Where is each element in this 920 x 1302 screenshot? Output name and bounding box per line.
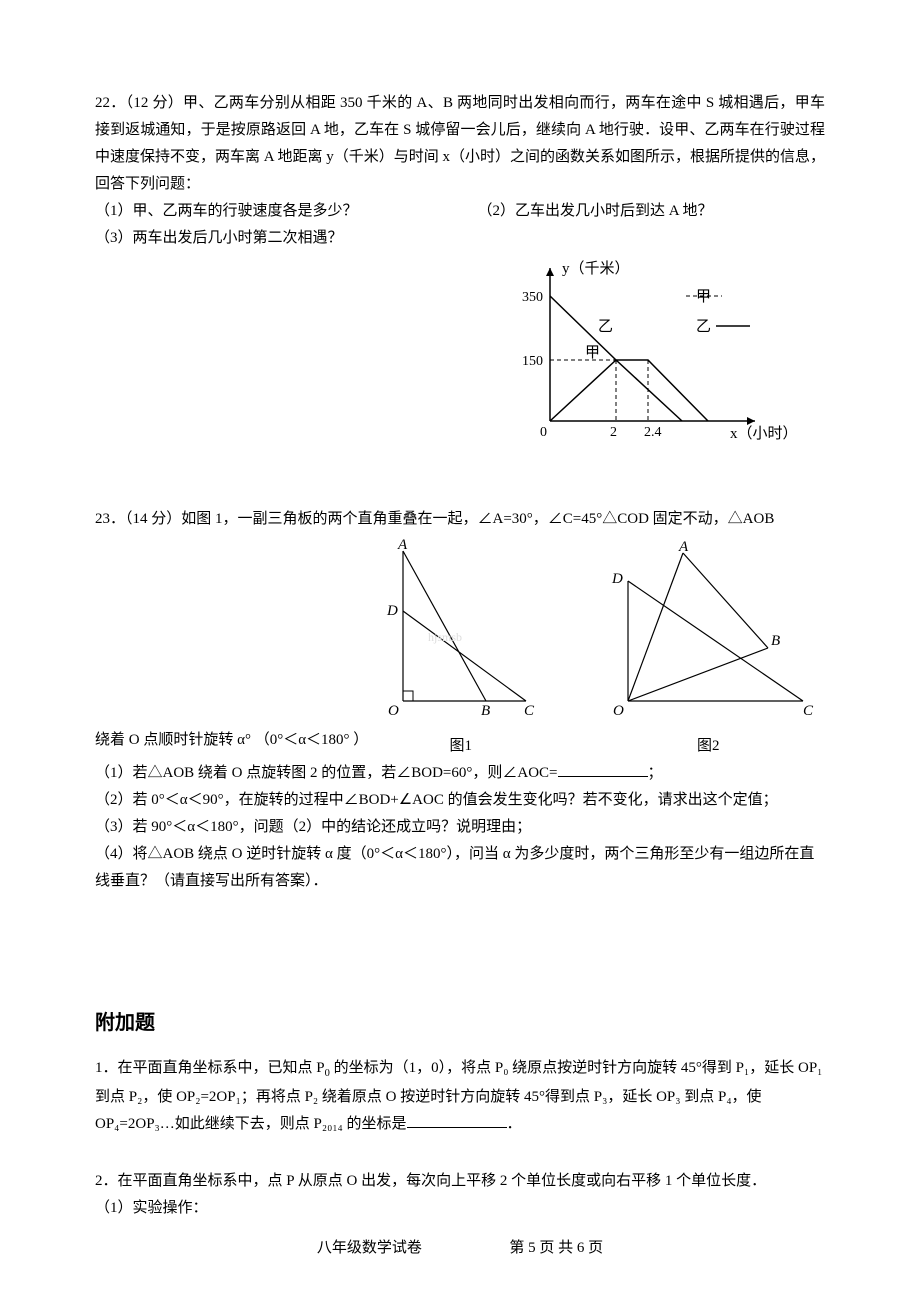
problem-23-q4: （4）将△AOB 绕点 O 逆时针旋转 α 度（0°＜α＜180°），问当 α … <box>95 841 825 895</box>
problem-23-q1-prefix: （1）若△AOB 绕着 O 点旋转图 2 的位置，若∠BOD=60°，则∠AOC… <box>95 765 558 781</box>
fig1-label-A: A <box>397 537 408 553</box>
problem-23-q1-suffix: ； <box>648 765 663 781</box>
problem-22-q1: （1）甲、乙两车的行驶速度各是多少？ <box>95 198 358 225</box>
fig2-label-B: B <box>771 633 780 649</box>
chart-label-yi-inside: 乙 <box>598 319 613 335</box>
problem-22-q1q2-row: （1）甲、乙两车的行驶速度各是多少？ （2）乙车出发几小时后到达 A 地？ <box>95 198 825 225</box>
fig2-label-O: O <box>613 703 624 719</box>
chart-legend-yi: 乙 <box>696 319 711 335</box>
fig1-label-C: C <box>524 703 535 719</box>
page-footer: 八年级数学试卷 第 5 页 共 6 页 <box>0 1235 920 1262</box>
fig1-label-B: B <box>481 703 490 719</box>
appendix-p2-line1: 2．在平面直角坐标系中，点 P 从原点 O 出发，每次向上平移 2 个单位长度或… <box>95 1168 825 1195</box>
problem-22-q3: （3）两车出发后几小时第二次相遇？ <box>95 225 825 252</box>
problem-23-fig1: A D O B C hjsmsb <box>368 533 553 723</box>
problem-23-fig1-label: 图1 <box>368 733 553 760</box>
problem-23-fig2-label: 图2 <box>593 733 823 760</box>
fig-watermark: hjsmsb <box>428 630 462 644</box>
fig2-label-A: A <box>678 539 689 555</box>
problem-23: 23．（14 分）如图 1，一副三角板的两个直角重叠在一起，∠A=30°，∠C=… <box>95 506 825 895</box>
footer-right: 第 5 页 共 6 页 <box>509 1240 603 1256</box>
chart-ytick-350: 350 <box>522 290 543 305</box>
problem-22-chart: y（千米） x（小时） 350 150 0 2 2.4 乙 甲 甲 乙 <box>510 256 795 446</box>
chart-xtick-2p4: 2.4 <box>644 425 662 440</box>
problem-23-header-prefix: 23．（14 分）如图 1，一副三角板的两个直角重叠在一起，∠A=30°，∠C=… <box>95 506 825 533</box>
footer-left: 八年级数学试卷 <box>317 1240 422 1256</box>
chart-label-jia-inside: 甲 <box>585 345 600 361</box>
appendix-p2-line2: （1）实验操作： <box>95 1195 825 1222</box>
problem-22-header: 22．（12 分）甲、乙两车分别从相距 350 千米的 A、B 两地同时出发相向… <box>95 90 825 198</box>
fig2-label-C: C <box>803 703 814 719</box>
appendix-p1-suffix: ． <box>507 1116 522 1132</box>
problem-23-fig1-wrapper: A D O B C hjsmsb 图1 <box>368 533 553 760</box>
blank-line <box>407 1113 507 1128</box>
problem-23-fig2: A D O B C <box>593 533 823 723</box>
appendix-p1: 1．在平面直角坐标系中，已知点 P0 的坐标为（1，0），将点 P₀ 绕原点按逆… <box>95 1055 825 1138</box>
chart-x-axis-label: x（小时） <box>730 425 795 442</box>
problem-23-fig2-wrapper: A D O B C 图2 <box>593 533 823 760</box>
problem-23-q1: （1）若△AOB 绕着 O 点旋转图 2 的位置，若∠BOD=60°，则∠AOC… <box>95 760 825 787</box>
problem-22: 22．（12 分）甲、乙两车分别从相距 350 千米的 A、B 两地同时出发相向… <box>95 90 825 456</box>
problem-23-q3: （3）若 90°＜α＜180°，问题（2）中的结论还成立吗？说明理由； <box>95 814 825 841</box>
problem-22-q2: （2）乙车出发几小时后到达 A 地？ <box>478 198 713 225</box>
fig1-label-O: O <box>388 703 399 719</box>
chart-legend-jia: 甲 <box>696 289 711 305</box>
chart-xtick-0: 0 <box>540 425 547 440</box>
fig2-label-D: D <box>611 571 623 587</box>
appendix-p2: 2．在平面直角坐标系中，点 P 从原点 O 出发，每次向上平移 2 个单位长度或… <box>95 1168 825 1222</box>
fig1-label-D: D <box>386 603 398 619</box>
chart-ytick-150: 150 <box>522 354 543 369</box>
appendix-title: 附加题 <box>95 1005 825 1041</box>
problem-22-chart-wrapper: y（千米） x（小时） 350 150 0 2 2.4 乙 甲 甲 乙 <box>95 256 825 456</box>
problem-23-q2: （2）若 0°＜α＜90°，在旋转的过程中∠BOD+∠AOC 的值会发生变化吗？… <box>95 787 825 814</box>
problem-23-rotate-line: 绕着 O 点顺时针旋转 α° （0°＜α＜180° ） <box>95 727 368 760</box>
problem-23-figure-row: 绕着 O 点顺时针旋转 α° （0°＜α＜180° ） A D O B C hj <box>95 533 825 760</box>
blank-line <box>558 762 648 777</box>
chart-y-axis-label: y（千米） <box>562 260 630 277</box>
appendix-p1-prefix: 1．在平面直角坐标系中，已知点 P <box>95 1060 325 1076</box>
chart-xtick-2: 2 <box>610 425 617 440</box>
